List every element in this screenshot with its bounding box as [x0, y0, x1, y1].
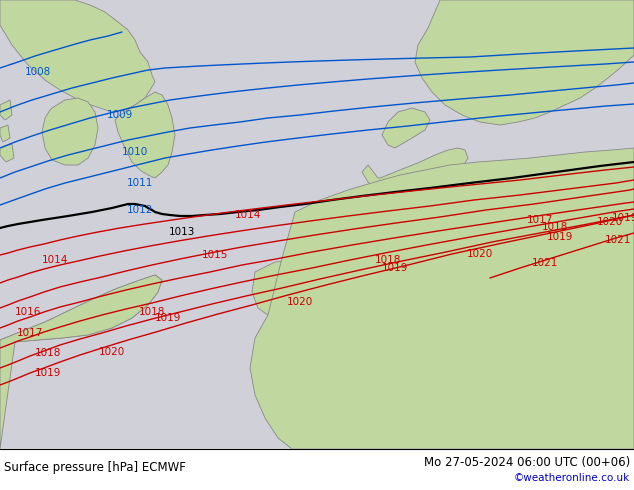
Text: 1017: 1017: [527, 215, 553, 225]
Polygon shape: [0, 275, 162, 449]
Text: ©weatheronline.co.uk: ©weatheronline.co.uk: [514, 473, 630, 483]
Text: 1011: 1011: [127, 178, 153, 188]
Polygon shape: [250, 148, 634, 449]
Polygon shape: [0, 449, 634, 490]
Text: Mo 27-05-2024 06:00 UTC (00+06): Mo 27-05-2024 06:00 UTC (00+06): [424, 456, 630, 468]
Text: 1020: 1020: [287, 297, 313, 307]
Text: 1020: 1020: [467, 249, 493, 259]
Polygon shape: [362, 148, 468, 200]
Text: 1008: 1008: [25, 67, 51, 77]
Text: 1019: 1019: [155, 313, 181, 323]
Text: 1019: 1019: [547, 232, 573, 242]
Text: 1019: 1019: [612, 213, 634, 223]
Polygon shape: [42, 98, 98, 165]
Text: 1020: 1020: [99, 347, 125, 357]
Text: 1021: 1021: [532, 258, 558, 268]
Text: 1018: 1018: [375, 255, 401, 265]
Polygon shape: [0, 0, 155, 112]
Polygon shape: [415, 0, 634, 125]
Text: 1018: 1018: [35, 348, 61, 358]
Polygon shape: [0, 125, 10, 142]
Text: 1010: 1010: [122, 147, 148, 157]
Text: 1019: 1019: [382, 263, 408, 273]
Polygon shape: [0, 144, 14, 162]
Text: 1018: 1018: [139, 307, 165, 317]
Polygon shape: [0, 275, 162, 342]
Text: 1012: 1012: [127, 205, 153, 215]
Text: Surface pressure [hPa] ECMWF: Surface pressure [hPa] ECMWF: [4, 461, 186, 473]
Polygon shape: [0, 100, 12, 120]
Text: 1021: 1021: [605, 235, 631, 245]
Polygon shape: [252, 260, 318, 320]
Text: 1019: 1019: [35, 368, 61, 378]
Polygon shape: [382, 108, 430, 148]
Text: 1020: 1020: [597, 217, 623, 227]
Text: 1014: 1014: [42, 255, 68, 265]
Polygon shape: [115, 92, 175, 178]
Text: 1017: 1017: [17, 328, 43, 338]
Text: 1016: 1016: [15, 307, 41, 317]
Text: 1015: 1015: [202, 250, 228, 260]
Polygon shape: [0, 0, 634, 449]
Text: 1018: 1018: [542, 222, 568, 232]
Text: 1013: 1013: [169, 227, 195, 237]
Text: 1014: 1014: [235, 210, 261, 220]
Text: 1009: 1009: [107, 110, 133, 120]
